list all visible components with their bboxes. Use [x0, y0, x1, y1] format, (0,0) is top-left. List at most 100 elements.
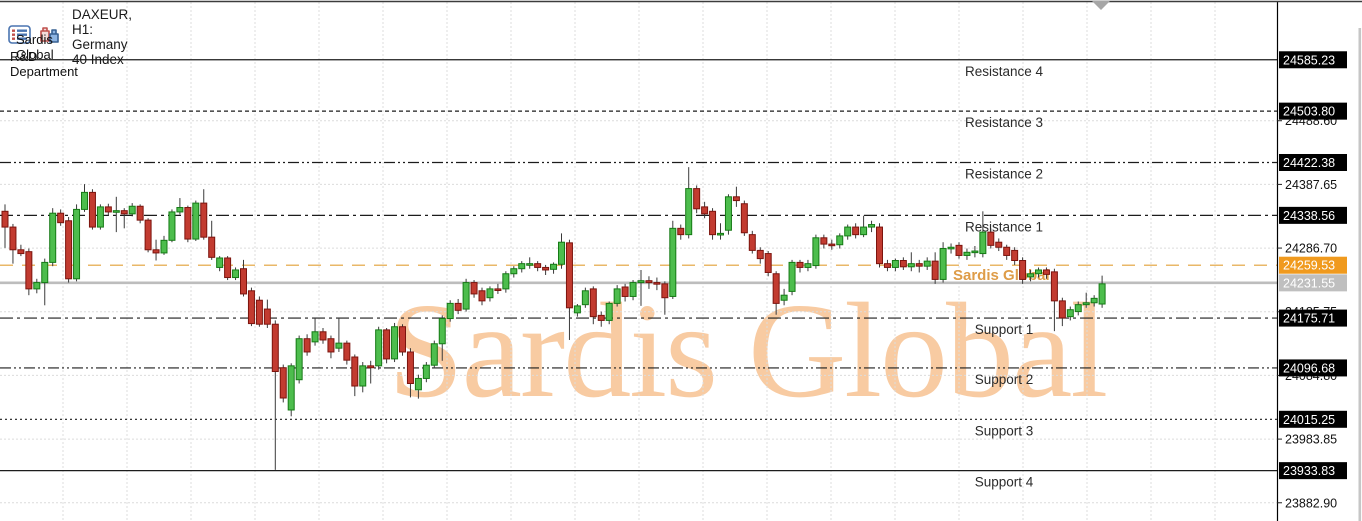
bull-candle: [510, 268, 518, 275]
bull-candle: [558, 241, 565, 265]
bear-candle: [1003, 246, 1011, 256]
level-label: Support 2: [975, 372, 1034, 387]
level-price-badge: [1279, 462, 1347, 480]
bear-candle: [597, 314, 605, 321]
candlestick-chart-icon: [38, 25, 61, 49]
bull-candle: [724, 196, 732, 231]
candlesticks[interactable]: [1, 167, 1106, 470]
level-label: Resistance 2: [965, 166, 1043, 181]
bear-candle: [589, 288, 597, 318]
bull-candle: [907, 263, 915, 268]
bull-candle: [462, 282, 470, 310]
bull-candle: [287, 365, 295, 411]
bull-candle: [868, 224, 876, 228]
bear-candle: [240, 268, 247, 295]
quotes-list-icon: [8, 25, 31, 49]
bull-candle: [717, 232, 724, 236]
bear-candle: [1011, 249, 1019, 261]
bull-candle: [613, 288, 621, 304]
bull-candle: [788, 261, 796, 292]
level-price-badge: [1279, 102, 1347, 120]
bear-candle: [931, 260, 939, 280]
bull-candle: [1098, 283, 1106, 305]
bull-candle: [81, 191, 88, 210]
level-price-badge-text: 24503.80: [1283, 105, 1335, 119]
level-price-badge: [1279, 410, 1347, 428]
bear-candle: [740, 203, 748, 234]
bear-candle: [915, 263, 923, 267]
bear-candle: [136, 205, 144, 221]
scroll-down-marker-icon[interactable]: [1092, 1, 1110, 10]
bear-candle: [621, 286, 629, 297]
bear-candle: [565, 242, 573, 309]
bull-candle: [168, 211, 176, 241]
bear-candle: [327, 338, 335, 353]
price-axis[interactable]: 24488.6024387.6524286.7024185.7524084.80…: [1276, 0, 1362, 521]
bull-candle: [430, 343, 438, 366]
bull-candle: [295, 338, 303, 381]
bull-candle: [971, 250, 979, 254]
bear-candle: [478, 290, 486, 302]
current-price-badge: [1279, 274, 1347, 292]
bear-candle: [200, 202, 208, 238]
bear-candle: [367, 365, 375, 369]
level-price-badge: [1279, 309, 1347, 327]
bear-candle: [876, 226, 883, 265]
bear-candle: [104, 206, 112, 213]
bull-candle: [891, 260, 899, 268]
bear-candle: [17, 249, 25, 255]
bear-candle: [144, 219, 152, 251]
bull-candle: [96, 206, 104, 228]
bear-candle: [1042, 269, 1050, 275]
bear-candle: [732, 196, 740, 202]
bull-candle: [502, 273, 510, 290]
bull-candle: [311, 331, 319, 343]
bear-candle: [987, 231, 995, 246]
bear-candle: [263, 308, 271, 325]
bull-candle: [526, 263, 534, 266]
grid-lines: [0, 2, 1277, 521]
bear-candle: [65, 220, 73, 280]
bear-candle: [494, 288, 502, 291]
bull-candle: [812, 237, 820, 267]
bull-candle: [49, 212, 57, 263]
level-price-badge-text: 24585.23: [1283, 53, 1335, 67]
bear-candle: [852, 226, 860, 236]
bear-candle: [247, 290, 255, 325]
bear-candle: [1050, 271, 1058, 302]
bear-candle: [57, 212, 65, 224]
bear-candle: [828, 243, 836, 247]
symbol-title: DAXEUR, H1: Germany 40 Index: [72, 7, 133, 67]
bull-candle: [844, 226, 852, 237]
bear-candle: [955, 244, 963, 256]
bear-candle: [764, 253, 772, 273]
level-label: Resistance 1: [965, 219, 1043, 234]
bear-candle: [1, 210, 9, 228]
level-price-badge-text: 24096.68: [1283, 361, 1335, 375]
bear-candle: [661, 283, 669, 299]
bear-candle: [653, 282, 661, 285]
bull-candle: [486, 288, 494, 299]
bull-candle: [112, 210, 120, 213]
bull-candle: [669, 227, 677, 297]
bear-candle: [399, 326, 406, 353]
bull-candle: [947, 246, 955, 250]
level-price-badge: [1279, 206, 1347, 224]
level-labels: Resistance 4 Resistance 3 Resistance 2 Resi…: [953, 64, 1050, 490]
axis-tick-label: 24286.70: [1285, 242, 1337, 256]
current-price-badge-text: 24231.55: [1283, 276, 1335, 290]
bull-candle: [1035, 269, 1042, 275]
bull-candle: [41, 261, 49, 284]
level-label: Resistance 3: [965, 115, 1043, 130]
bear-candle: [693, 188, 701, 210]
bear-candle: [255, 299, 263, 325]
bear-candle: [383, 329, 391, 360]
bear-candle: [1019, 260, 1027, 280]
scrollbar-edge[interactable]: [1358, 28, 1362, 521]
bear-candle: [772, 273, 780, 304]
bear-candle: [184, 207, 192, 240]
level-price-badge-text: 23933.83: [1283, 464, 1335, 478]
level-price-badge: [1279, 153, 1347, 171]
